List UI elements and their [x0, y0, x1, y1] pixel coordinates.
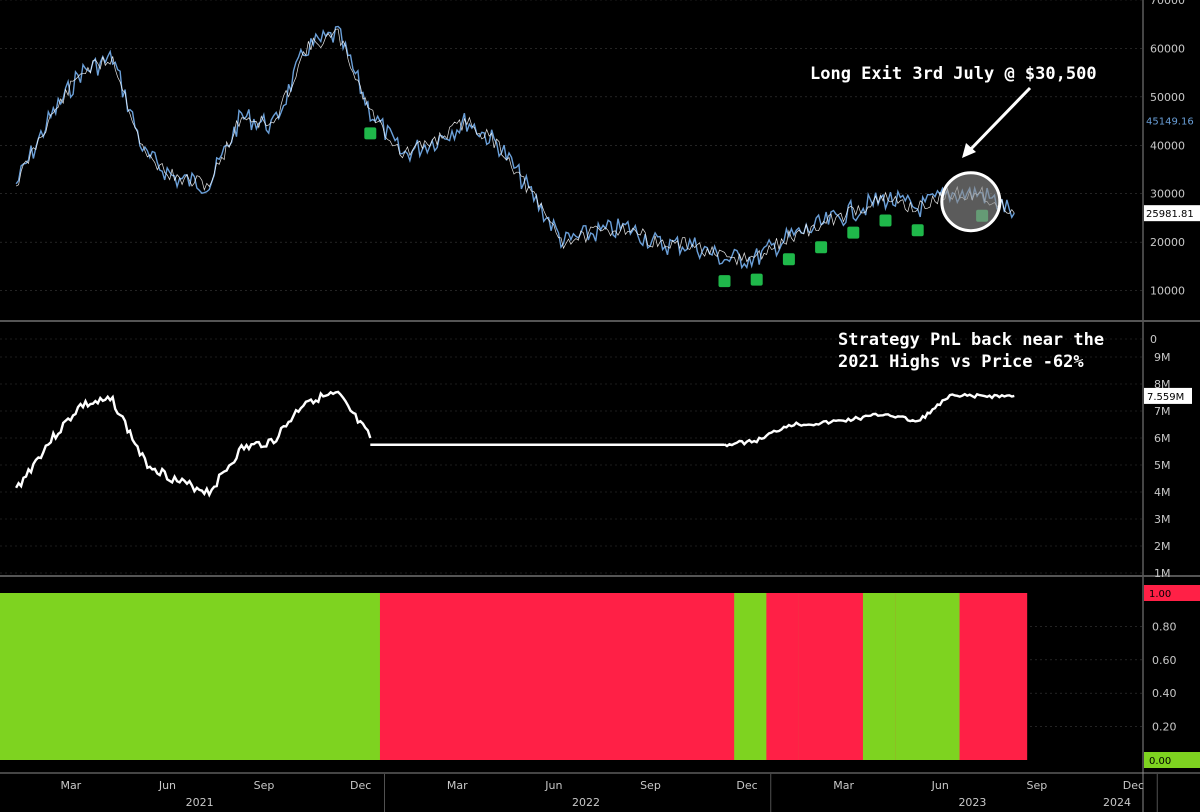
x-month-label: Dec [736, 779, 757, 792]
signal-tick-label: 0.80 [1152, 620, 1177, 633]
pnl-annotation: Strategy PnL back near the 2021 Highs vs… [838, 329, 1104, 373]
x-month-label: Dec [350, 779, 371, 792]
signal-tick-label: 0.60 [1152, 654, 1177, 667]
price-tick-label: 70000 [1150, 0, 1185, 7]
x-month-label: Jun [931, 779, 949, 792]
pnl-tick-label: 2M [1154, 540, 1171, 553]
signal-regime-bar [734, 593, 770, 760]
exit-annotation: Long Exit 3rd July @ $30,500 [810, 64, 1097, 84]
x-month-label: Mar [60, 779, 81, 792]
price-tick-label: 20000 [1150, 236, 1185, 249]
x-month-label: Mar [447, 779, 468, 792]
price-last-value-label: 25981.81 [1146, 209, 1194, 220]
trade-marker [750, 273, 763, 286]
signal-panel: 0.20 0.40 0.60 0.80 1.00 0.00 [0, 585, 1200, 768]
trade-marker [782, 253, 795, 266]
signal-regime-bar [379, 593, 738, 760]
trade-marker [364, 127, 377, 140]
x-month-label: Dec [1123, 779, 1144, 792]
pnl-panel: 1M 2M 3M 4M 5M 6M 7M 8M 9M 7.559M [0, 351, 1192, 580]
signal-regime-bar [895, 593, 963, 760]
signal-tick-label: 0.20 [1152, 721, 1177, 734]
price-panel: 0 10000 20000 30000 40000 50000 60000 70000 4514… [0, 0, 1200, 346]
pnl-tick-label: 1M [1154, 567, 1171, 580]
pnl-tick-label: 7M [1154, 405, 1171, 418]
price-tick-label: 30000 [1150, 188, 1185, 201]
signal-value-label: 0.00 [1149, 756, 1171, 767]
pnl-last-value-label: 7.559M [1147, 392, 1184, 403]
price-series-highlight [15, 28, 1015, 266]
price-tick-label: 50000 [1150, 91, 1185, 104]
pnl-tick-label: 4M [1154, 486, 1171, 499]
exit-arrow-shaft [966, 86, 1032, 154]
exit-arrow-head [962, 143, 976, 158]
trade-marker [911, 224, 924, 237]
x-year-label: 2023 [958, 796, 986, 809]
price-tick-label: 60000 [1150, 42, 1185, 55]
signal-regime-bar [959, 593, 1028, 760]
pnl-tick-label: 3M [1154, 513, 1171, 526]
price-last-value-box [1144, 112, 1200, 129]
signal-value-box [1144, 585, 1200, 601]
pnl-tick-label: 8M [1154, 378, 1171, 391]
x-month-label: Jun [158, 779, 176, 792]
price-tick-label: 10000 [1150, 285, 1185, 298]
trade-marker [847, 226, 860, 239]
price-last-value-label: 45149.16 [1146, 116, 1194, 127]
x-axis: Mar Jun Sep Dec Mar Jun Sep Dec Mar Jun Sep Dec 2021… [60, 774, 1158, 812]
x-month-label: Mar [833, 779, 854, 792]
pnl-annotation-line-2: 2021 Highs vs Price -62% [838, 352, 1084, 372]
x-month-label: Sep [1026, 779, 1047, 792]
trade-marker [815, 241, 828, 254]
trade-marker [718, 275, 731, 288]
x-year-label: 2021 [186, 796, 214, 809]
price-tick-label: 40000 [1150, 139, 1185, 152]
x-month-label: Sep [254, 779, 275, 792]
pnl-series-line [723, 392, 1015, 448]
x-year-label: 2024 [1103, 796, 1131, 809]
signal-regime-bar [766, 593, 802, 760]
signal-regime-bar [0, 593, 384, 760]
x-month-label: Jun [544, 779, 562, 792]
pnl-tick-label: 6M [1154, 432, 1171, 445]
signal-regime-bar [798, 593, 867, 760]
pnl-annotation-line-1: Strategy PnL back near the [838, 330, 1105, 350]
signal-regime-bar [862, 593, 899, 760]
trade-marker [879, 214, 892, 227]
signal-tick-label: 0.40 [1152, 687, 1177, 700]
price-tick-label: 0 [1150, 333, 1157, 346]
x-month-label: Sep [640, 779, 661, 792]
signal-value-label: 1.00 [1149, 589, 1171, 600]
exit-highlight-circle [940, 171, 1002, 233]
x-year-label: 2022 [572, 796, 600, 809]
pnl-tick-label: 9M [1154, 351, 1171, 364]
signal-value-box [1144, 752, 1200, 768]
price-last-value-box [1144, 205, 1200, 222]
pnl-tick-label: 5M [1154, 459, 1171, 472]
pnl-series-line [15, 390, 372, 498]
pnl-last-value-box [1144, 387, 1192, 404]
